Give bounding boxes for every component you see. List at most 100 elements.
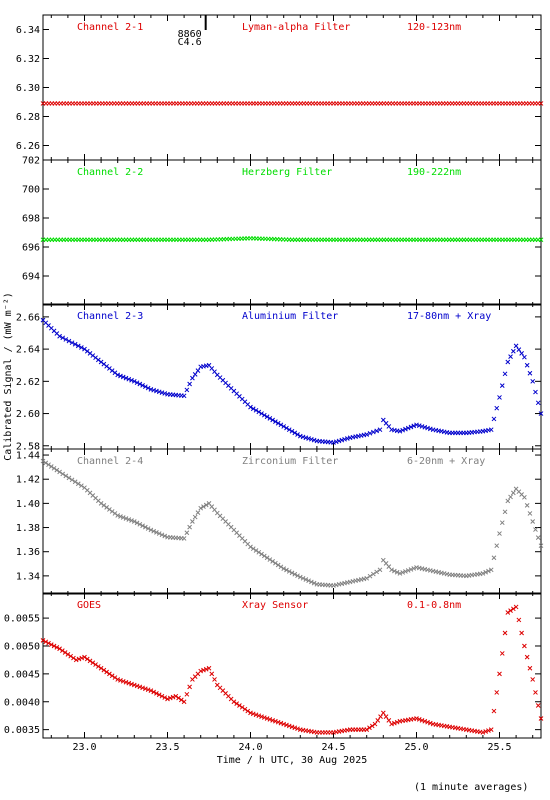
panel-channel-label: Channel 2-4	[77, 456, 143, 467]
y-tick-label: 1.44	[16, 451, 40, 462]
data-point	[129, 681, 134, 687]
data-point	[148, 527, 154, 533]
y-tick-label: 6.30	[16, 83, 40, 94]
data-point	[162, 695, 168, 700]
data-point	[538, 716, 544, 721]
data-point	[394, 569, 400, 575]
data-point	[527, 370, 533, 376]
data-point	[364, 575, 370, 581]
data-point	[411, 566, 417, 571]
data-point	[54, 645, 60, 650]
y-tick-label: 1.42	[16, 475, 40, 486]
data-point	[510, 606, 516, 612]
data-point	[76, 656, 82, 662]
data-point	[416, 717, 422, 722]
panel-filter-label: Aluminium Filter	[242, 311, 338, 322]
data-point	[491, 555, 497, 561]
data-point	[253, 407, 259, 413]
data-point	[123, 375, 129, 381]
y-tick-label: 6.34	[16, 25, 40, 36]
data-point	[120, 678, 126, 684]
data-point	[480, 571, 486, 576]
data-point	[51, 465, 57, 471]
data-point	[181, 699, 187, 705]
data-point	[311, 580, 317, 586]
data-point	[513, 604, 519, 610]
data-point	[364, 432, 370, 437]
data-point	[497, 395, 502, 400]
data-point	[107, 671, 112, 677]
data-point	[374, 428, 380, 434]
panel-frame	[42, 592, 542, 739]
data-point	[129, 518, 134, 523]
data-point	[502, 630, 508, 636]
data-point	[286, 427, 292, 433]
panel-band-label: 17-80nm + Xray	[407, 311, 491, 322]
data-point	[115, 372, 121, 378]
data-point	[275, 719, 281, 725]
data-point	[278, 422, 284, 428]
data-point	[497, 671, 502, 677]
data-point	[209, 671, 215, 677]
y-tick-label: 6.28	[16, 112, 40, 123]
data-point	[90, 660, 96, 666]
data-point	[62, 650, 68, 655]
data-point	[502, 509, 508, 515]
data-point	[187, 684, 192, 690]
data-point	[499, 520, 505, 526]
data-point	[68, 653, 74, 659]
data-point	[140, 383, 145, 388]
data-point	[46, 462, 51, 468]
data-point	[538, 411, 544, 416]
data-point	[284, 567, 289, 573]
data-point	[253, 548, 259, 553]
data-point	[245, 708, 251, 714]
data-point	[248, 544, 253, 550]
data-point	[286, 723, 292, 729]
data-point	[494, 690, 500, 695]
data-point	[403, 426, 408, 432]
data-point	[522, 494, 527, 500]
data-point	[375, 717, 381, 723]
data-point	[261, 412, 267, 418]
data-point	[408, 424, 414, 430]
data-point	[129, 377, 134, 383]
data-point	[195, 368, 201, 373]
data-point	[386, 717, 392, 723]
data-point	[289, 724, 295, 730]
data-point	[181, 393, 187, 399]
panel-channel-label: Channel 2-3	[77, 311, 143, 322]
data-point	[394, 719, 400, 725]
data-point	[242, 706, 248, 712]
data-point	[176, 695, 181, 701]
data-point	[159, 532, 165, 538]
data-point	[295, 573, 300, 579]
data-point	[40, 458, 46, 464]
y-tick-label: 700	[22, 185, 40, 196]
data-point	[522, 643, 527, 649]
data-point	[499, 651, 505, 656]
data-point	[524, 654, 530, 660]
data-point	[491, 416, 497, 422]
data-point	[270, 717, 275, 723]
data-point	[270, 559, 275, 564]
data-point	[530, 677, 536, 682]
y-tick-label: 0.0045	[4, 669, 40, 680]
data-point	[278, 720, 284, 726]
footnote: (1 minute averages)	[414, 782, 529, 793]
data-point	[374, 569, 380, 575]
data-point	[173, 693, 179, 699]
data-point	[297, 574, 303, 580]
data-point	[522, 354, 527, 360]
data-point	[377, 427, 383, 433]
data-point	[397, 428, 403, 434]
data-point	[198, 668, 204, 674]
data-point	[259, 551, 264, 557]
data-point	[43, 460, 49, 466]
data-point	[72, 479, 78, 485]
y-tick-label: 2.64	[16, 345, 40, 356]
data-point	[284, 722, 289, 728]
data-point	[154, 691, 159, 696]
data-point	[527, 511, 533, 516]
